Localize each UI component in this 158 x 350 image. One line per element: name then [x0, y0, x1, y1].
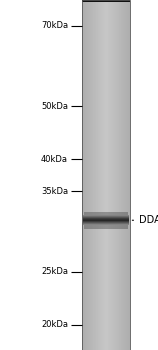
Bar	[83, 0, 84, 350]
Bar	[83, 222, 129, 223]
Text: 35kDa: 35kDa	[41, 187, 68, 196]
Text: 40kDa: 40kDa	[41, 155, 68, 164]
Bar	[120, 0, 121, 350]
Text: 25kDa: 25kDa	[41, 267, 68, 276]
Bar	[82, 0, 130, 350]
Bar	[116, 0, 117, 350]
Bar	[92, 0, 93, 350]
Bar	[87, 0, 88, 350]
Bar	[114, 0, 115, 350]
Bar	[85, 0, 86, 350]
Bar	[83, 224, 129, 225]
Bar	[116, 0, 117, 350]
Bar	[109, 0, 110, 350]
Bar	[94, 0, 95, 350]
Bar	[99, 0, 100, 350]
Bar	[86, 0, 87, 350]
Bar	[123, 0, 124, 350]
Bar	[96, 0, 97, 350]
Bar	[106, 0, 107, 350]
Bar	[83, 219, 129, 220]
Bar	[113, 0, 114, 350]
Bar	[117, 0, 118, 350]
Bar	[118, 0, 119, 350]
Bar	[97, 0, 98, 350]
Bar	[89, 0, 90, 350]
Bar	[108, 0, 109, 350]
Bar	[84, 0, 85, 350]
Bar	[105, 0, 106, 350]
Text: 50kDa: 50kDa	[41, 102, 68, 111]
Bar	[127, 0, 128, 350]
Bar	[101, 0, 102, 350]
Bar	[121, 0, 122, 350]
Bar	[110, 0, 111, 350]
Bar	[84, 212, 128, 229]
Bar	[98, 0, 99, 350]
Bar	[119, 0, 120, 350]
Bar	[126, 0, 127, 350]
Bar	[82, 0, 130, 2]
Bar	[93, 0, 94, 350]
Text: 70kDa: 70kDa	[41, 21, 68, 30]
Bar	[124, 0, 125, 350]
Bar	[103, 0, 104, 350]
Text: DDAH1: DDAH1	[132, 215, 158, 225]
Bar	[122, 0, 123, 350]
Bar	[102, 0, 103, 350]
Bar	[111, 0, 112, 350]
Bar	[115, 0, 116, 350]
Bar	[82, 0, 83, 350]
Bar	[95, 0, 96, 350]
Bar	[128, 0, 129, 350]
Bar	[90, 0, 91, 350]
Bar	[125, 0, 126, 350]
Bar	[100, 0, 101, 350]
Bar	[112, 0, 113, 350]
Bar	[129, 0, 130, 350]
Bar	[83, 215, 129, 216]
Text: 20kDa: 20kDa	[41, 320, 68, 329]
Bar	[104, 0, 105, 350]
Bar	[83, 217, 129, 218]
Bar	[91, 0, 92, 350]
Bar	[88, 0, 89, 350]
Bar	[107, 0, 108, 350]
